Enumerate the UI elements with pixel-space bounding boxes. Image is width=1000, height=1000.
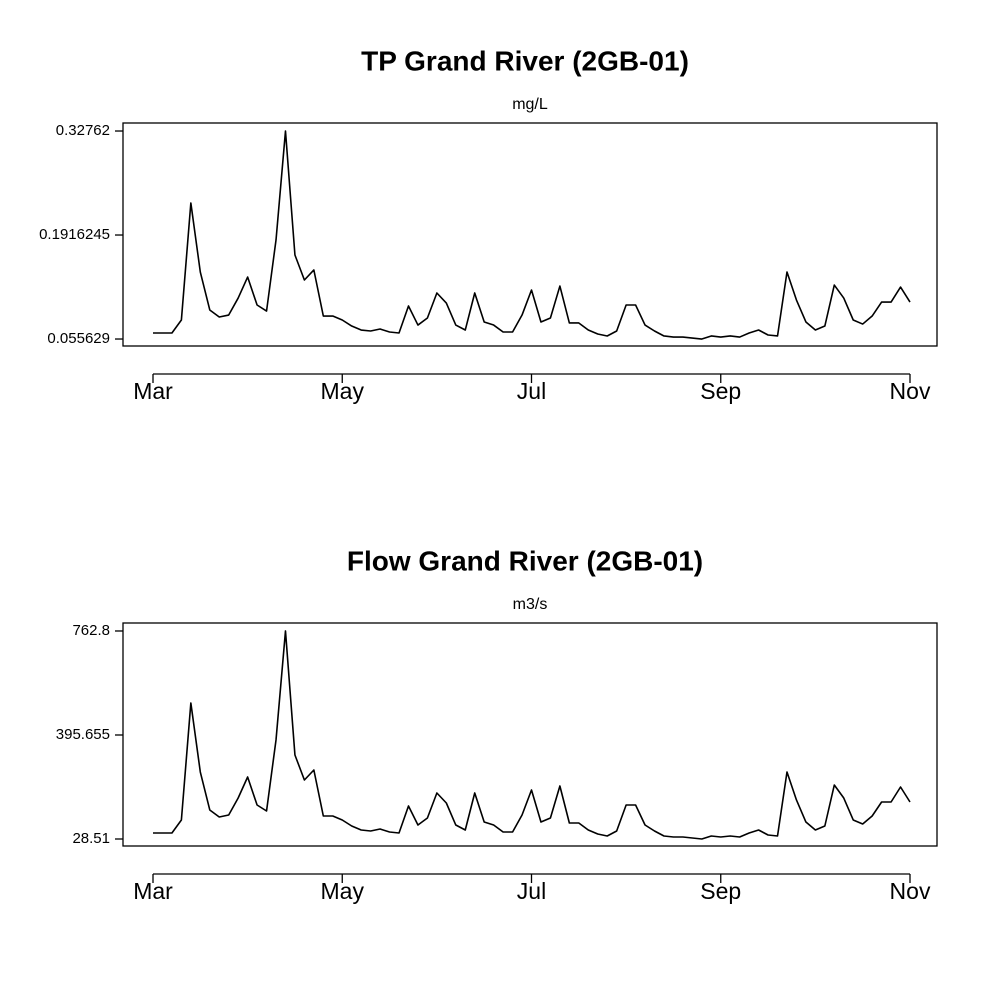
x-tick-label: Sep — [700, 378, 741, 404]
data-line — [153, 630, 911, 840]
y-tick-label: 0.055629 — [47, 330, 110, 347]
x-tick-label: May — [321, 878, 365, 904]
chart-subtitle: mg/L — [512, 96, 548, 113]
x-tick-label: Jul — [517, 378, 546, 404]
x-tick-label: May — [321, 378, 365, 404]
chart-title: Flow Grand River (2GB-01) — [347, 545, 703, 576]
x-tick-label: Jul — [517, 878, 546, 904]
y-tick-label: 28.51 — [72, 830, 110, 847]
x-tick-label: Sep — [700, 878, 741, 904]
y-tick-label: 0.32762 — [56, 122, 110, 139]
chart-subtitle: m3/s — [513, 596, 548, 613]
y-tick-label: 762.8 — [72, 622, 110, 639]
x-tick-label: Nov — [890, 378, 931, 404]
x-tick-label: Mar — [133, 378, 173, 404]
data-line — [153, 130, 911, 340]
x-tick-label: Nov — [890, 878, 931, 904]
x-tick-label: Mar — [133, 878, 173, 904]
y-tick-label: 0.1916245 — [39, 226, 110, 243]
chart-title: TP Grand River (2GB-01) — [361, 45, 689, 76]
y-tick-label: 395.655 — [56, 726, 110, 743]
